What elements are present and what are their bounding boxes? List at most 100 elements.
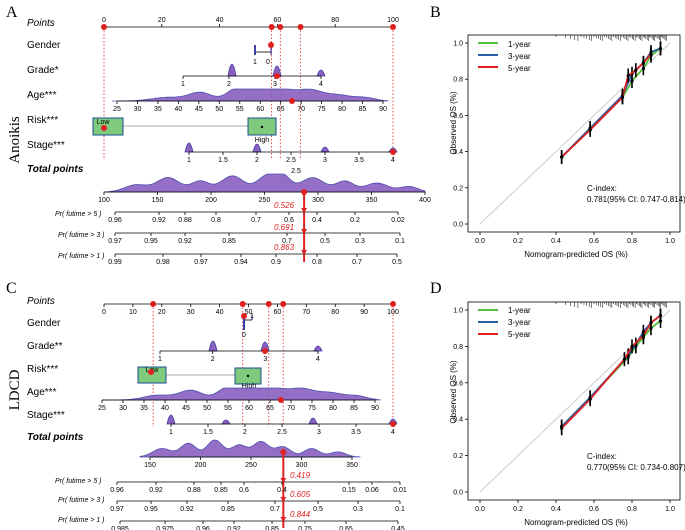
- nomo-a-grade-peak-2: [227, 63, 237, 77]
- nomo-a-stage-peak-2: [252, 143, 262, 153]
- nomo-c-pr5-label: Pr( futime > 5 ): [55, 478, 101, 485]
- nomo-c-grade-label: Grade**: [27, 341, 63, 352]
- nomo-c-pr0-ticklabel-2: 0.88: [187, 487, 201, 494]
- cal-d-point-2-5: [649, 321, 653, 325]
- nomo-a-age-ticklabel-13: 90: [379, 106, 387, 113]
- nomo-c-age-ticklabel-1: 30: [119, 405, 127, 412]
- nomo-c-grade-peak-2: [208, 340, 218, 352]
- nomo-c-stage-ticklabel-0: 1: [169, 429, 173, 436]
- nomo-a-age-ticklabel-0: 25: [113, 106, 121, 113]
- nomo-c-age-ticklabel-4: 45: [182, 405, 190, 412]
- nomo-a-age-ticklabel-10: 75: [318, 106, 326, 113]
- nomo-a-pr2-ticklabel-0: 0.99: [108, 259, 122, 266]
- nomo-a-pr1-ticklabel-2: 0.92: [178, 238, 192, 245]
- cal-b-cindex-value: 0.781(95% CI: 0.747-0.814): [587, 195, 685, 204]
- cal-d-point-2-2: [622, 357, 627, 361]
- nomo-a-pr1-value: 0.863: [274, 243, 295, 252]
- cal-b-point-2-6: [649, 52, 653, 56]
- nomo-c-points-ticklabel-6: 60: [274, 309, 282, 316]
- nomo-c-pr1-ticklabel-6: 0.3: [353, 506, 363, 513]
- nomo-a-pr0-ticklabel-3: 0.8: [211, 217, 221, 224]
- nomo-c-age-ticklabel-11: 80: [329, 405, 337, 412]
- nomo-c-points-label: Points: [27, 296, 55, 307]
- cal-d-yticklabel-0: 0.0: [453, 490, 463, 497]
- nomo-a-stage-peak-3: [320, 146, 330, 153]
- cal-d-xticklabel-1: 0.2: [513, 506, 523, 513]
- nomo-c-age-density: [102, 387, 381, 401]
- nomo-c-age-dot: [278, 397, 284, 403]
- nomo-c-stage-ticklabel-5: 3.5: [351, 429, 361, 436]
- nomo-c-pr1-ticklabel-4: 0.7: [270, 506, 280, 513]
- nomo-a-risk-low-text: Low: [97, 119, 111, 126]
- nomo-a-stage-ticklabel-3: 2.5: [286, 157, 296, 164]
- side-label-anoikis: Anoikis: [7, 116, 23, 164]
- nomo-a-pr3-value: 0.691: [274, 223, 294, 232]
- nomo-a-stage-ticklabel-6: 4: [391, 157, 395, 164]
- nomo-c-risk-high-center: [246, 374, 250, 378]
- nomo-c-pr1-ticklabel-5: 0.5: [313, 506, 323, 513]
- nomo-a-pr5-label: Pr( futime > 5 ): [55, 211, 101, 218]
- cal-b-xticklabel-3: 0.6: [589, 238, 599, 245]
- nomo-a-age-ticklabel-8: 65: [277, 106, 285, 113]
- nomo-c-age-ticklabel-12: 85: [350, 405, 358, 412]
- nomo-a-grade-dot: [274, 73, 280, 79]
- nomo-a-gender-dot: [268, 42, 274, 48]
- nomo-a-total-ticklabel-6: 400: [419, 197, 431, 204]
- nomo-a-pr1-ticklabel-4: 0.7: [282, 238, 292, 245]
- nomo-a-total-ticklabel-1: 150: [152, 197, 164, 204]
- nomo-c-pr0-ticklabel-5: 0.4: [277, 487, 287, 494]
- cal-d-cindex: C-index:: [587, 452, 617, 461]
- cal-b-xticklabel-0: 0.0: [475, 238, 485, 245]
- cal-b-xticklabel-5: 1.0: [665, 238, 675, 245]
- nomo-a-pr0-ticklabel-6: 0.4: [312, 217, 322, 224]
- cal-d-ylabel: Observed OS (%): [449, 360, 458, 423]
- cal-b-point-2-1: [588, 128, 592, 132]
- nomo-a-grade-ticklabel-2: 3: [273, 81, 277, 88]
- nomo-c-risk-dot: [148, 369, 154, 375]
- nomo-c-pr0-ticklabel-1: 0.92: [149, 487, 163, 494]
- nomo-a-pr0-ticklabel-1: 0.92: [152, 217, 166, 224]
- cal-d-yticklabel-5: 1.0: [453, 308, 463, 315]
- nomo-a-points-label: Points: [27, 18, 55, 29]
- nomo-c-total-ticklabel-3: 300: [296, 462, 308, 469]
- nomo-a-gender-tick-0: 1: [253, 59, 257, 66]
- nomo-c-pr2-marker: [280, 517, 287, 522]
- nomo-c-total-ticklabel-1: 200: [195, 462, 207, 469]
- nomo-a-age-ticklabel-4: 45: [195, 106, 203, 113]
- nomo-c-points-ticklabel-1: 10: [129, 309, 137, 316]
- nomo-a-stage-peak-1: [184, 142, 194, 153]
- nomo-a-points-ticklabel-4: 80: [331, 17, 339, 24]
- cal-b-frame: [467, 34, 681, 233]
- nomo-a-grade-peak-4: [316, 69, 326, 77]
- nomo-a-risk-box-low: [92, 117, 124, 136]
- cal-b-yticklabel-3: 0.6: [453, 113, 463, 120]
- nomo-a-total-ticklabel-5: 350: [366, 197, 378, 204]
- nomo-c-total-density: [139, 439, 361, 458]
- nomo-c-gender-tick-0: 0: [242, 332, 246, 339]
- nomo-c-pr0-ticklabel-6: 0.15: [342, 487, 356, 494]
- nomo-a-pr0-ticklabel-4: 0.7: [251, 217, 261, 224]
- nomo-c-age-ticklabel-10: 75: [308, 405, 316, 412]
- nomo-a-stage-ticklabel-4: 3: [323, 157, 327, 164]
- panel-label-d: D: [430, 280, 442, 297]
- nomo-a-total-ticklabel-2: 200: [205, 197, 217, 204]
- nomo-a-gender-label: Gender: [27, 40, 61, 51]
- nomo-c-points-ticklabel-8: 80: [331, 309, 339, 316]
- nomo-c-gender-dot: [241, 313, 247, 319]
- nomo-a-grade-label: Grade*: [27, 65, 59, 76]
- nomo-c-grade-dot: [262, 348, 268, 354]
- nomo-a-points-ticklabel-0: 0: [102, 17, 106, 24]
- nomo-c-points-ticklabel-2: 20: [158, 309, 166, 316]
- cal-d-xticklabel-5: 1.0: [665, 506, 675, 513]
- nomo-a-total-annot: 2.5: [291, 168, 301, 175]
- nomo-c-gender-tick-1: 1: [250, 313, 254, 320]
- cal-b-cindex: C-index:: [587, 184, 617, 193]
- nomo-c-stage-ticklabel-1: 1.5: [203, 429, 213, 436]
- cal-b-point-2-3: [626, 73, 630, 78]
- nomo-a-age-ticklabel-1: 30: [134, 106, 142, 113]
- cal-d-yticklabel-2: 0.4: [453, 417, 463, 424]
- nomo-c-stage-ticklabel-6: 4: [391, 429, 395, 436]
- nomo-a-risk-label: Risk***: [27, 115, 58, 126]
- nomo-c-pr2-ticklabel-4: 0.85: [265, 526, 279, 530]
- nomo-c-points-ticklabel-4: 40: [216, 309, 224, 316]
